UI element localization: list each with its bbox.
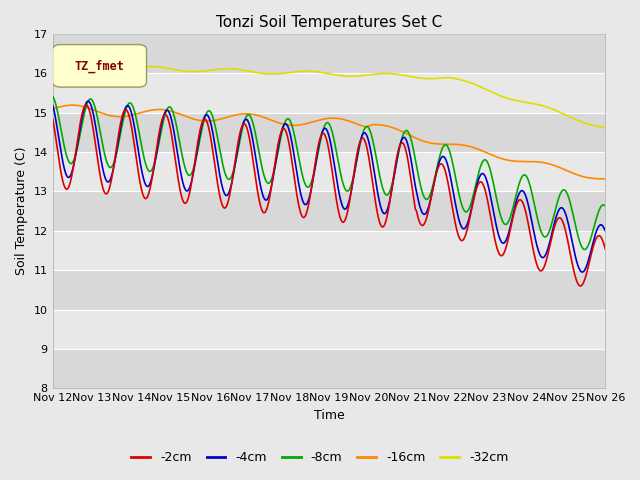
-32cm	[77, 62, 85, 68]
-2cm	[602, 246, 609, 252]
Bar	[52, 349, 605, 388]
Line: -2cm: -2cm	[52, 105, 605, 286]
Bar	[52, 113, 605, 152]
-2cm	[77, 118, 84, 123]
-8cm	[484, 160, 492, 166]
-8cm	[602, 203, 609, 209]
-32cm	[49, 62, 56, 68]
-8cm	[303, 184, 310, 190]
-8cm	[586, 240, 593, 246]
-2cm	[317, 132, 325, 137]
-16cm	[68, 102, 76, 108]
Text: TZ_fmet: TZ_fmet	[75, 59, 124, 72]
Bar	[52, 231, 605, 270]
-16cm	[303, 120, 311, 126]
-16cm	[317, 117, 325, 122]
-2cm	[577, 283, 584, 289]
-2cm	[484, 200, 492, 206]
-32cm	[602, 125, 609, 131]
Line: -4cm: -4cm	[52, 101, 605, 272]
-4cm	[586, 252, 594, 258]
-32cm	[586, 121, 593, 127]
Line: -32cm: -32cm	[52, 64, 605, 128]
-2cm	[83, 102, 90, 108]
-2cm	[586, 257, 594, 263]
-4cm	[586, 253, 593, 259]
-4cm	[602, 228, 609, 234]
Bar	[52, 310, 605, 349]
-4cm	[303, 201, 311, 206]
-16cm	[602, 176, 609, 182]
-4cm	[579, 269, 586, 275]
Line: -16cm: -16cm	[52, 105, 605, 179]
Bar	[52, 34, 605, 73]
-32cm	[484, 87, 492, 93]
-2cm	[586, 258, 593, 264]
Bar	[52, 192, 605, 231]
-8cm	[580, 247, 588, 252]
-16cm	[586, 175, 593, 181]
Title: Tonzi Soil Temperatures Set C: Tonzi Soil Temperatures Set C	[216, 15, 442, 30]
-4cm	[84, 98, 92, 104]
-8cm	[49, 94, 56, 99]
-4cm	[317, 131, 325, 137]
-16cm	[586, 175, 593, 181]
Bar	[52, 73, 605, 113]
-8cm	[317, 134, 325, 140]
Bar	[52, 270, 605, 310]
-8cm	[77, 128, 84, 134]
Line: -8cm: -8cm	[52, 96, 605, 250]
FancyBboxPatch shape	[52, 45, 147, 87]
-2cm	[49, 116, 56, 121]
-16cm	[77, 103, 85, 109]
-4cm	[49, 102, 56, 108]
-8cm	[586, 239, 593, 245]
Y-axis label: Soil Temperature (C): Soil Temperature (C)	[15, 147, 28, 276]
-32cm	[586, 121, 593, 127]
-4cm	[77, 122, 84, 128]
-4cm	[484, 182, 492, 188]
-32cm	[66, 61, 74, 67]
Legend: -2cm, -4cm, -8cm, -16cm, -32cm: -2cm, -4cm, -8cm, -16cm, -32cm	[127, 446, 513, 469]
-32cm	[303, 68, 311, 74]
-32cm	[317, 70, 325, 75]
-16cm	[484, 150, 492, 156]
X-axis label: Time: Time	[314, 409, 344, 422]
-16cm	[49, 106, 56, 111]
-2cm	[303, 209, 311, 215]
Bar	[52, 152, 605, 192]
